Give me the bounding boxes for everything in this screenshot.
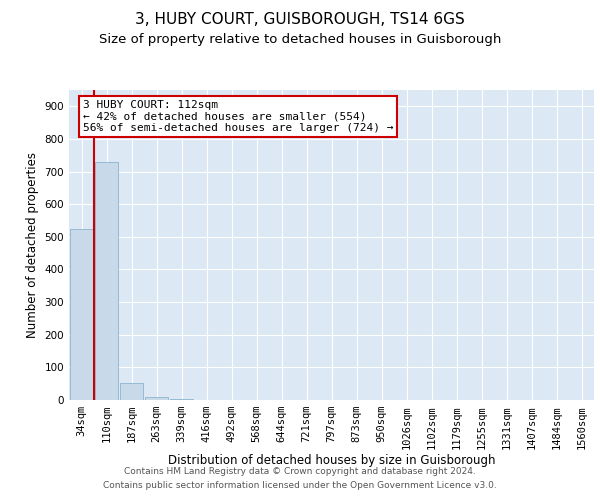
Text: Contains HM Land Registry data © Crown copyright and database right 2024.: Contains HM Land Registry data © Crown c… xyxy=(124,467,476,476)
Bar xyxy=(170,399,193,400)
Y-axis label: Number of detached properties: Number of detached properties xyxy=(26,152,39,338)
Bar xyxy=(119,383,143,400)
Bar xyxy=(145,396,169,400)
Bar xyxy=(70,228,94,400)
Text: Contains public sector information licensed under the Open Government Licence v3: Contains public sector information licen… xyxy=(103,481,497,490)
Text: Size of property relative to detached houses in Guisborough: Size of property relative to detached ho… xyxy=(99,32,501,46)
Text: 3 HUBY COURT: 112sqm
← 42% of detached houses are smaller (554)
56% of semi-deta: 3 HUBY COURT: 112sqm ← 42% of detached h… xyxy=(83,100,393,133)
Text: 3, HUBY COURT, GUISBOROUGH, TS14 6GS: 3, HUBY COURT, GUISBOROUGH, TS14 6GS xyxy=(135,12,465,28)
X-axis label: Distribution of detached houses by size in Guisborough: Distribution of detached houses by size … xyxy=(168,454,495,467)
Bar xyxy=(95,162,118,400)
